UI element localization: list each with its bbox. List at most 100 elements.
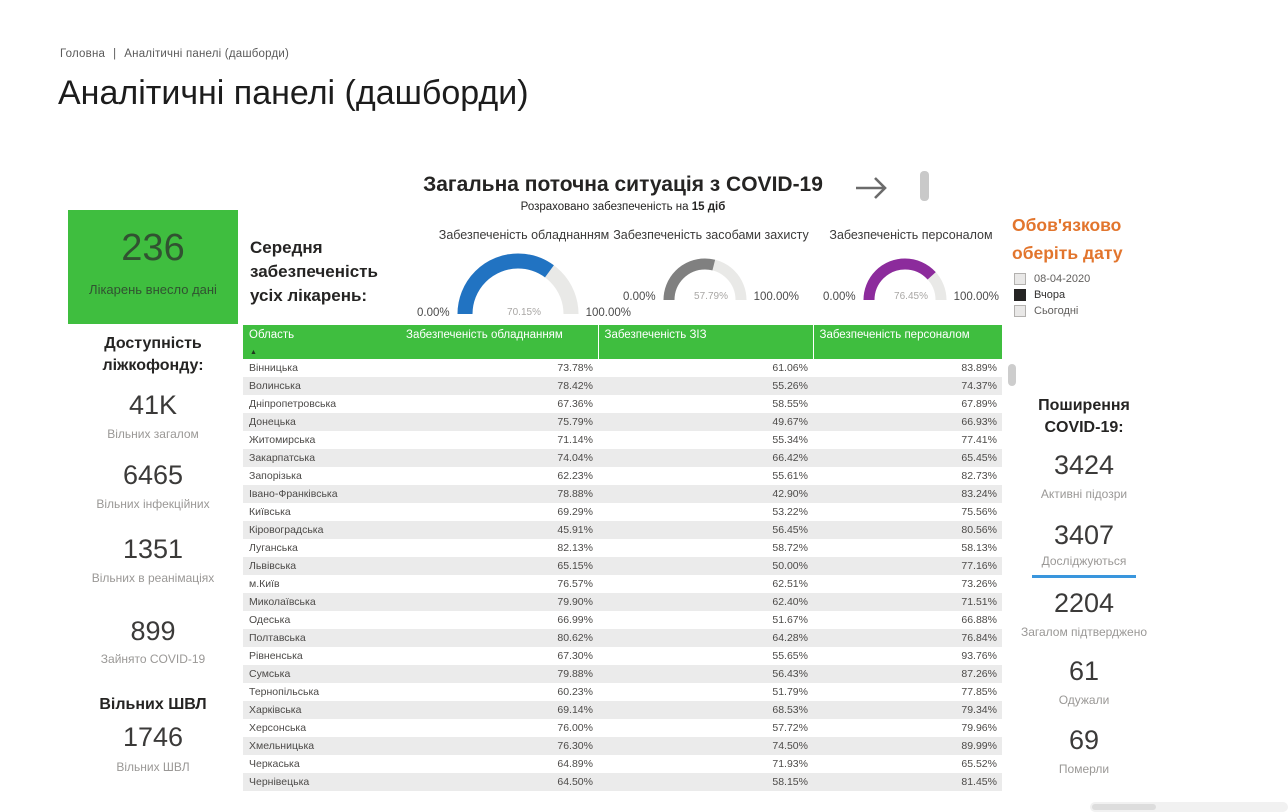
table-row[interactable]: Миколаївська 79.90% 62.40% 71.51% — [243, 593, 1002, 611]
value-cell: 62.51% — [772, 578, 808, 590]
selected-stat-underline — [1032, 575, 1136, 578]
region-name-cell: Рівненська — [249, 650, 303, 662]
horizontal-scrollbar-thumb[interactable] — [1092, 804, 1156, 810]
value-cell: 83.24% — [961, 488, 997, 500]
region-name-cell: м.Київ — [249, 578, 280, 590]
stat-label: Вільних ШВЛ — [116, 760, 190, 774]
value-cell: 74.04% — [557, 452, 593, 464]
region-name-cell: Донецька — [249, 416, 296, 428]
value-cell: 58.13% — [961, 542, 997, 554]
breadcrumb-home-link[interactable]: Головна — [60, 48, 106, 60]
region-name-cell: Сумська — [249, 668, 291, 680]
region-name-cell: Харківська — [249, 704, 302, 716]
ventilators-header: Вільних ШВЛ — [99, 696, 207, 713]
gauge-arc — [457, 253, 579, 315]
covid-spread-header: Поширення COVID-19: — [1038, 397, 1130, 436]
checkbox-icon[interactable] — [1014, 305, 1026, 317]
value-cell: 65.45% — [961, 452, 997, 464]
value-cell: 42.90% — [772, 488, 808, 500]
stat-value: 1351 — [122, 534, 184, 564]
value-cell: 66.99% — [557, 614, 593, 626]
region-name-cell: Чернівецька — [249, 776, 310, 788]
date-option-checked[interactable]: Вчора — [1014, 287, 1164, 303]
value-cell: 73.78% — [557, 362, 593, 374]
stat-label[interactable]: Досліджуються — [1041, 554, 1127, 568]
column-header-ppe[interactable]: Забезпеченість ЗІЗ — [597, 325, 813, 359]
dashboard-vertical-scrollbar[interactable] — [920, 171, 929, 201]
stat-value: 61 — [1068, 656, 1100, 686]
value-cell: 56.45% — [772, 524, 808, 536]
stat-value: 69 — [1068, 725, 1100, 755]
region-name-cell: Миколаївська — [249, 596, 316, 608]
horizontal-scrollbar[interactable] — [1090, 802, 1288, 812]
region-name-cell: Запорізька — [249, 470, 302, 482]
table-row[interactable]: Чернівецька 64.50% 58.15% 81.45% — [243, 773, 1002, 791]
stat-label: Померли — [1058, 762, 1110, 776]
table-row[interactable]: Сумська 79.88% 56.43% 87.26% — [243, 665, 1002, 683]
gauge-max-label: 100.00% — [953, 291, 999, 303]
table-row[interactable]: Вінницька 73.78% 61.06% 83.89% — [243, 359, 1002, 377]
gauge-max-label: 100.00% — [585, 307, 631, 319]
gauge-arc — [863, 258, 947, 301]
value-cell: 55.65% — [772, 650, 808, 662]
table-row[interactable]: Дніпропетровська 67.36% 58.55% 67.89% — [243, 395, 1002, 413]
gauge-value: 70.15% — [507, 307, 541, 318]
gauge-arc — [663, 258, 747, 301]
value-cell: 93.76% — [961, 650, 997, 662]
region-name-cell: Тернопільська — [249, 686, 320, 698]
value-cell: 60.23% — [557, 686, 593, 698]
region-name-cell: Черкаська — [249, 758, 300, 770]
date-option-unchecked[interactable]: Сьогодні — [1014, 303, 1164, 319]
stat-value: 899 — [130, 616, 176, 646]
stat-value: 3424 — [1053, 450, 1115, 480]
table-row[interactable]: Запорізька 62.23% 55.61% 82.73% — [243, 467, 1002, 485]
date-filter-title: Обов'язково оберіть дату — [1012, 215, 1123, 263]
value-cell: 64.50% — [557, 776, 593, 788]
table-row[interactable]: Житомирська 71.14% 55.34% 77.41% — [243, 431, 1002, 449]
table-row[interactable]: Луганська 82.13% 58.72% 58.13% — [243, 539, 1002, 557]
column-header-region[interactable]: Область ▲ — [243, 325, 400, 359]
table-row[interactable]: Хмельницька 76.30% 74.50% 89.99% — [243, 737, 1002, 755]
table-row[interactable]: Київська 69.29% 53.22% 75.56% — [243, 503, 1002, 521]
table-row[interactable]: Херсонська 76.00% 57.72% 79.96% — [243, 719, 1002, 737]
table-row[interactable]: Харківська 69.14% 68.53% 79.34% — [243, 701, 1002, 719]
value-cell: 78.42% — [557, 380, 593, 392]
gauge-protective-equipment: Забезпеченість засобами захисту 0.00% 10… — [612, 228, 810, 304]
region-name-cell: Хмельницька — [249, 740, 315, 752]
checkbox-checked-icon[interactable] — [1014, 289, 1026, 301]
bed-availability-header: Доступність ліжкофонду: — [102, 335, 204, 374]
date-option-unchecked[interactable]: 08-04-2020 — [1014, 271, 1164, 287]
region-name-cell: Луганська — [249, 542, 298, 554]
next-page-arrow-icon[interactable] — [853, 174, 891, 202]
table-row[interactable]: Полтавська 80.62% 64.28% 76.84% — [243, 629, 1002, 647]
table-row[interactable]: Донецька 75.79% 49.67% 66.93% — [243, 413, 1002, 431]
table-row[interactable]: Рівненська 67.30% 55.65% 93.76% — [243, 647, 1002, 665]
table-row[interactable]: Кіровоградська 45.91% 56.45% 80.56% — [243, 521, 1002, 539]
value-cell: 71.14% — [557, 434, 593, 446]
date-option-label: Вчора — [1034, 289, 1066, 301]
table-row[interactable]: Тернопільська 60.23% 51.79% 77.85% — [243, 683, 1002, 701]
table-row[interactable]: Волинська 78.42% 55.26% 74.37% — [243, 377, 1002, 395]
value-cell: 82.13% — [557, 542, 593, 554]
gauge-personnel-title: Забезпеченість персоналом — [829, 228, 993, 242]
checkbox-icon[interactable] — [1014, 273, 1026, 285]
column-header-equipment[interactable]: Забезпеченість обладнанням — [400, 325, 598, 359]
value-cell: 76.00% — [557, 722, 593, 734]
table-row[interactable]: Закарпатська 74.04% 66.42% 65.45% — [243, 449, 1002, 467]
stat-label: Вільних загалом — [107, 427, 199, 441]
value-cell: 65.15% — [557, 560, 593, 572]
value-cell: 51.67% — [772, 614, 808, 626]
table-vertical-scrollbar[interactable] — [1008, 364, 1016, 386]
column-header-personnel[interactable]: Забезпеченість персоналом — [812, 325, 1002, 359]
table-row[interactable]: Одеська 66.99% 51.67% 66.88% — [243, 611, 1002, 629]
value-cell: 57.72% — [772, 722, 808, 734]
value-cell: 55.61% — [772, 470, 808, 482]
value-cell: 76.84% — [961, 632, 997, 644]
table-row[interactable]: Івано-Франківська 78.88% 42.90% 83.24% — [243, 485, 1002, 503]
stat-value: 6465 — [122, 460, 184, 490]
table-row[interactable]: Львівська 65.15% 50.00% 77.16% — [243, 557, 1002, 575]
value-cell: 66.93% — [961, 416, 997, 428]
table-row[interactable]: м.Київ 76.57% 62.51% 73.26% — [243, 575, 1002, 593]
value-cell: 76.30% — [557, 740, 593, 752]
table-row[interactable]: Черкаська 64.89% 71.93% 65.52% — [243, 755, 1002, 773]
